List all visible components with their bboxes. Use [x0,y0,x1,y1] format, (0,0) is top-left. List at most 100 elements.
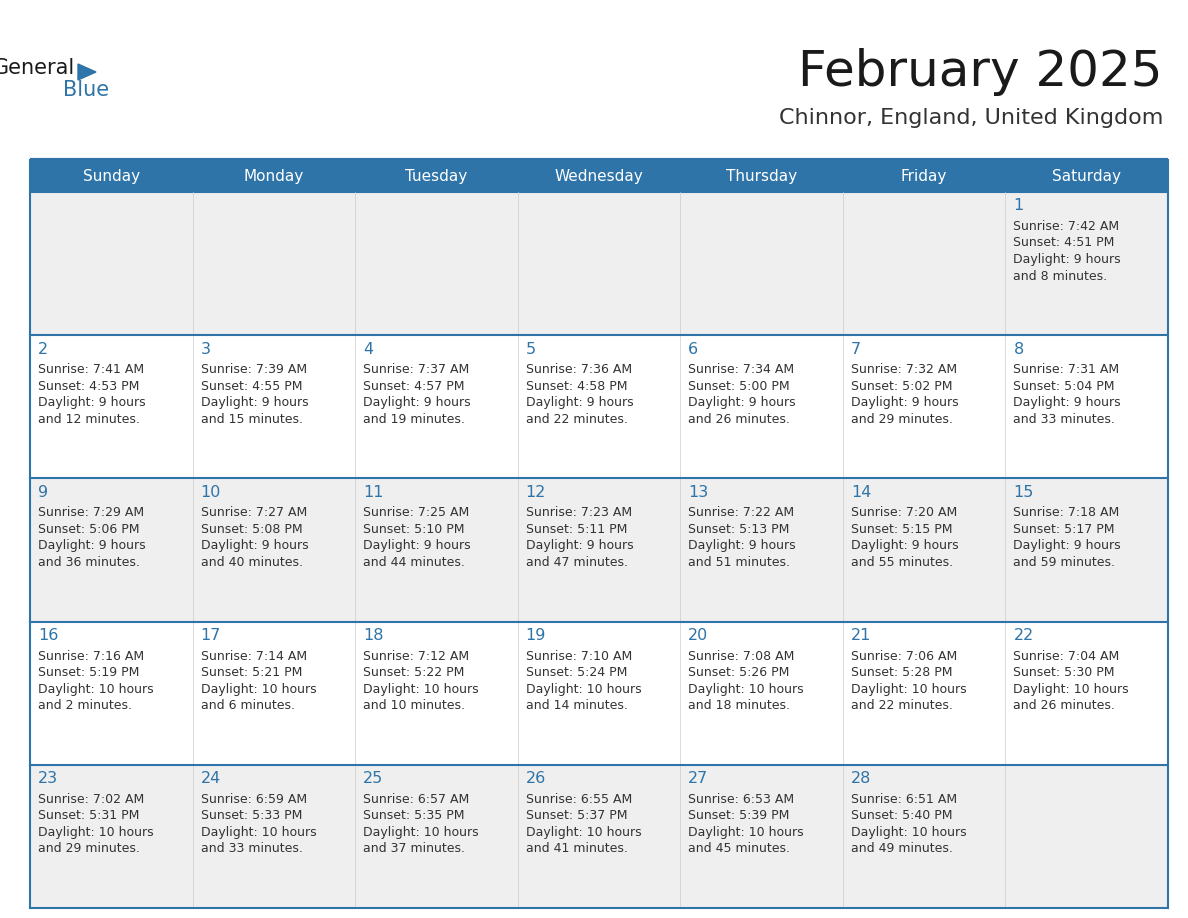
Text: and 44 minutes.: and 44 minutes. [364,556,465,569]
Text: Daylight: 10 hours: Daylight: 10 hours [526,683,642,696]
Text: Sunset: 5:33 PM: Sunset: 5:33 PM [201,810,302,823]
Bar [1005,478,1168,621]
Text: 21: 21 [851,628,871,644]
Text: Daylight: 10 hours: Daylight: 10 hours [851,826,967,839]
Bar [842,192,1005,335]
Text: and 29 minutes.: and 29 minutes. [38,843,140,856]
Bar [518,478,681,621]
Text: Sunrise: 7:34 AM: Sunrise: 7:34 AM [688,364,795,376]
Text: 15: 15 [1013,485,1034,500]
Bar [355,621,518,765]
Text: and 37 minutes.: and 37 minutes. [364,843,466,856]
Text: Sunset: 4:55 PM: Sunset: 4:55 PM [201,380,302,393]
Text: Sunset: 5:13 PM: Sunset: 5:13 PM [688,523,790,536]
Bar [355,192,518,335]
Text: Sunrise: 7:20 AM: Sunrise: 7:20 AM [851,507,958,520]
Text: Sunset: 5:19 PM: Sunset: 5:19 PM [38,666,139,679]
Text: Daylight: 9 hours: Daylight: 9 hours [688,540,796,553]
Text: 6: 6 [688,341,699,357]
Bar [355,335,518,478]
Bar [842,478,1005,621]
Bar [355,765,518,908]
Text: and 47 minutes.: and 47 minutes. [526,556,627,569]
Text: 24: 24 [201,771,221,787]
Bar [192,765,355,908]
Text: 16: 16 [38,628,58,644]
Text: Sunrise: 6:55 AM: Sunrise: 6:55 AM [526,793,632,806]
Text: Sunset: 5:21 PM: Sunset: 5:21 PM [201,666,302,679]
Text: and 14 minutes.: and 14 minutes. [526,700,627,712]
Text: Sunrise: 7:02 AM: Sunrise: 7:02 AM [38,793,144,806]
Bar [681,335,842,478]
Text: and 10 minutes.: and 10 minutes. [364,700,466,712]
Bar [681,160,842,192]
Text: 26: 26 [526,771,546,787]
Text: Sunrise: 7:04 AM: Sunrise: 7:04 AM [1013,650,1119,663]
Text: Sunset: 5:06 PM: Sunset: 5:06 PM [38,523,139,536]
Bar [30,621,192,765]
Text: Daylight: 9 hours: Daylight: 9 hours [201,540,308,553]
Text: Sunrise: 7:39 AM: Sunrise: 7:39 AM [201,364,307,376]
Text: Daylight: 10 hours: Daylight: 10 hours [364,826,479,839]
Text: 11: 11 [364,485,384,500]
Text: Saturday: Saturday [1053,169,1121,184]
Bar [518,621,681,765]
Text: Sunrise: 7:37 AM: Sunrise: 7:37 AM [364,364,469,376]
Text: 18: 18 [364,628,384,644]
Text: Sunset: 5:30 PM: Sunset: 5:30 PM [1013,666,1114,679]
Bar [192,335,355,478]
Text: 27: 27 [688,771,708,787]
Text: 19: 19 [526,628,546,644]
Polygon shape [78,64,96,80]
Text: Sunrise: 7:25 AM: Sunrise: 7:25 AM [364,507,469,520]
Text: Sunset: 5:02 PM: Sunset: 5:02 PM [851,380,953,393]
Text: and 18 minutes.: and 18 minutes. [688,700,790,712]
Text: Daylight: 10 hours: Daylight: 10 hours [688,683,804,696]
Text: Sunrise: 7:42 AM: Sunrise: 7:42 AM [1013,220,1119,233]
Text: General: General [0,58,75,78]
Text: Sunrise: 7:10 AM: Sunrise: 7:10 AM [526,650,632,663]
Text: and 29 minutes.: and 29 minutes. [851,413,953,426]
Bar [681,192,842,335]
Text: Wednesday: Wednesday [555,169,644,184]
Text: Sunrise: 7:29 AM: Sunrise: 7:29 AM [38,507,144,520]
Text: and 33 minutes.: and 33 minutes. [1013,413,1116,426]
Text: and 6 minutes.: and 6 minutes. [201,700,295,712]
Bar [192,621,355,765]
Text: Sunset: 5:11 PM: Sunset: 5:11 PM [526,523,627,536]
Text: Daylight: 9 hours: Daylight: 9 hours [688,397,796,409]
Text: 28: 28 [851,771,871,787]
Text: 2: 2 [38,341,49,357]
Text: Sunset: 5:10 PM: Sunset: 5:10 PM [364,523,465,536]
Text: Sunset: 4:53 PM: Sunset: 4:53 PM [38,380,139,393]
Text: and 51 minutes.: and 51 minutes. [688,556,790,569]
Text: Sunrise: 7:12 AM: Sunrise: 7:12 AM [364,650,469,663]
Bar [30,478,192,621]
Text: 5: 5 [526,341,536,357]
Text: Sunrise: 7:41 AM: Sunrise: 7:41 AM [38,364,144,376]
Text: Sunset: 5:31 PM: Sunset: 5:31 PM [38,810,139,823]
Bar [192,160,355,192]
Text: Sunset: 5:26 PM: Sunset: 5:26 PM [688,666,790,679]
Text: Sunrise: 7:06 AM: Sunrise: 7:06 AM [851,650,958,663]
Text: 20: 20 [688,628,708,644]
Bar [30,335,192,478]
Text: 12: 12 [526,485,546,500]
Text: Daylight: 9 hours: Daylight: 9 hours [38,397,146,409]
Bar [1005,765,1168,908]
Text: Sunrise: 7:14 AM: Sunrise: 7:14 AM [201,650,307,663]
Text: and 40 minutes.: and 40 minutes. [201,556,303,569]
Bar [355,478,518,621]
Text: Sunrise: 6:53 AM: Sunrise: 6:53 AM [688,793,795,806]
Text: Daylight: 9 hours: Daylight: 9 hours [851,397,959,409]
Text: and 45 minutes.: and 45 minutes. [688,843,790,856]
Text: Sunset: 5:37 PM: Sunset: 5:37 PM [526,810,627,823]
Text: Sunset: 4:58 PM: Sunset: 4:58 PM [526,380,627,393]
Text: Daylight: 9 hours: Daylight: 9 hours [1013,253,1121,266]
Text: Daylight: 9 hours: Daylight: 9 hours [851,540,959,553]
Text: Monday: Monday [244,169,304,184]
Text: and 33 minutes.: and 33 minutes. [201,843,303,856]
Text: Sunrise: 7:18 AM: Sunrise: 7:18 AM [1013,507,1119,520]
Bar [30,765,192,908]
Bar [1005,335,1168,478]
